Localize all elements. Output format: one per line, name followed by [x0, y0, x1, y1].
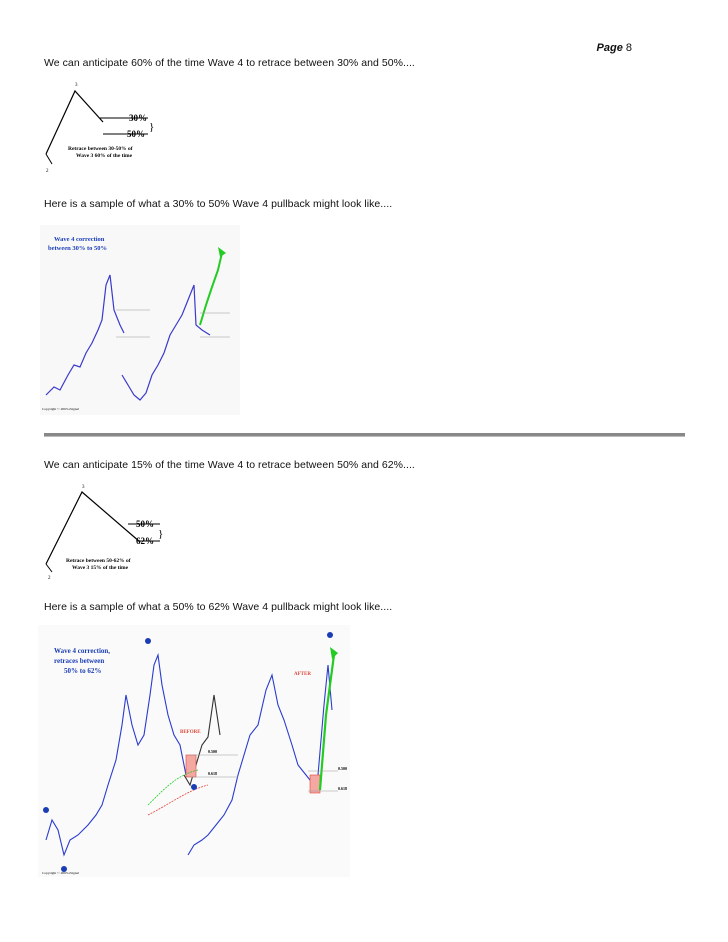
brace-symbol: } — [158, 528, 163, 540]
chart-title-line-1: Wave 4 correction — [54, 236, 105, 243]
chart-title-line-2: between 30% to 50% — [48, 245, 107, 252]
wave-4-marker — [191, 784, 197, 790]
wave-3-label: 3 — [75, 83, 78, 88]
fib-level-0618-after: 0.618 — [338, 786, 347, 791]
wave-2-label: 2 — [46, 169, 49, 174]
brace-symbol: } — [149, 121, 154, 133]
level-50-label: 50% — [136, 519, 154, 529]
caption-line-2: Wave 3 15% of the time — [72, 565, 129, 571]
wave-retrace-diagram-30-50: 3 2 30% 50% } Retrace between 30-50% of … — [45, 83, 154, 174]
wave-2-marker — [61, 866, 67, 872]
caption-line-1: Retrace between 30-50% of — [68, 146, 133, 152]
fib-level-0618-before: 0.618 — [208, 771, 217, 776]
chart-title-line-2: retraces between — [54, 657, 104, 665]
page-label: Page — [596, 42, 623, 54]
level-62-label: 62% — [136, 536, 154, 546]
caption-line-1: Retrace between 50-62% of — [66, 558, 131, 564]
sample-chart-30-50: Wave 4 correction between 30% to 50% Cop… — [40, 225, 240, 415]
chart-title-line-1: Wave 4 correction, — [54, 647, 110, 655]
chart-copyright: Copyright © 2003 eSignal — [42, 870, 79, 875]
wave-3-label: 3 — [82, 485, 85, 490]
caption-line-2: Wave 3 60% of the time — [76, 153, 133, 159]
paragraph-sample-50-62: Here is a sample of what a 50% to 62% Wa… — [44, 601, 393, 613]
level-50-label: 50% — [127, 129, 145, 139]
level-30-label: 30% — [129, 113, 147, 123]
wave-retrace-diagram-50-62: 3 2 50% 62% } Retrace between 50-62% of … — [45, 485, 163, 581]
paragraph-wave4-50-62: We can anticipate 15% of the time Wave 4… — [44, 459, 415, 471]
fib-level-0500-after: 0.500 — [338, 766, 347, 771]
wave-2-label: 2 — [48, 576, 51, 581]
wave-5-marker — [327, 632, 333, 638]
wave-1-marker — [43, 807, 49, 813]
page-number-value: 8 — [625, 42, 632, 54]
chart-copyright: Copyright © 2003 eSignal — [42, 406, 79, 411]
fib-level-0500-before: 0.500 — [208, 749, 217, 754]
wave-3-marker — [145, 638, 151, 644]
paragraph-sample-30-50: Here is a sample of what a 30% to 50% Wa… — [44, 198, 393, 210]
paragraph-wave4-30-50: We can anticipate 60% of the time Wave 4… — [44, 57, 415, 69]
chart-title-line-3: 50% to 62% — [64, 667, 101, 675]
sample-chart-50-62: Wave 4 correction, retraces between 50% … — [38, 625, 350, 877]
before-label: BEFORE — [180, 730, 201, 735]
page-number: Page 8 — [597, 42, 632, 54]
after-label: AFTER — [294, 672, 311, 677]
section-divider — [44, 433, 685, 437]
